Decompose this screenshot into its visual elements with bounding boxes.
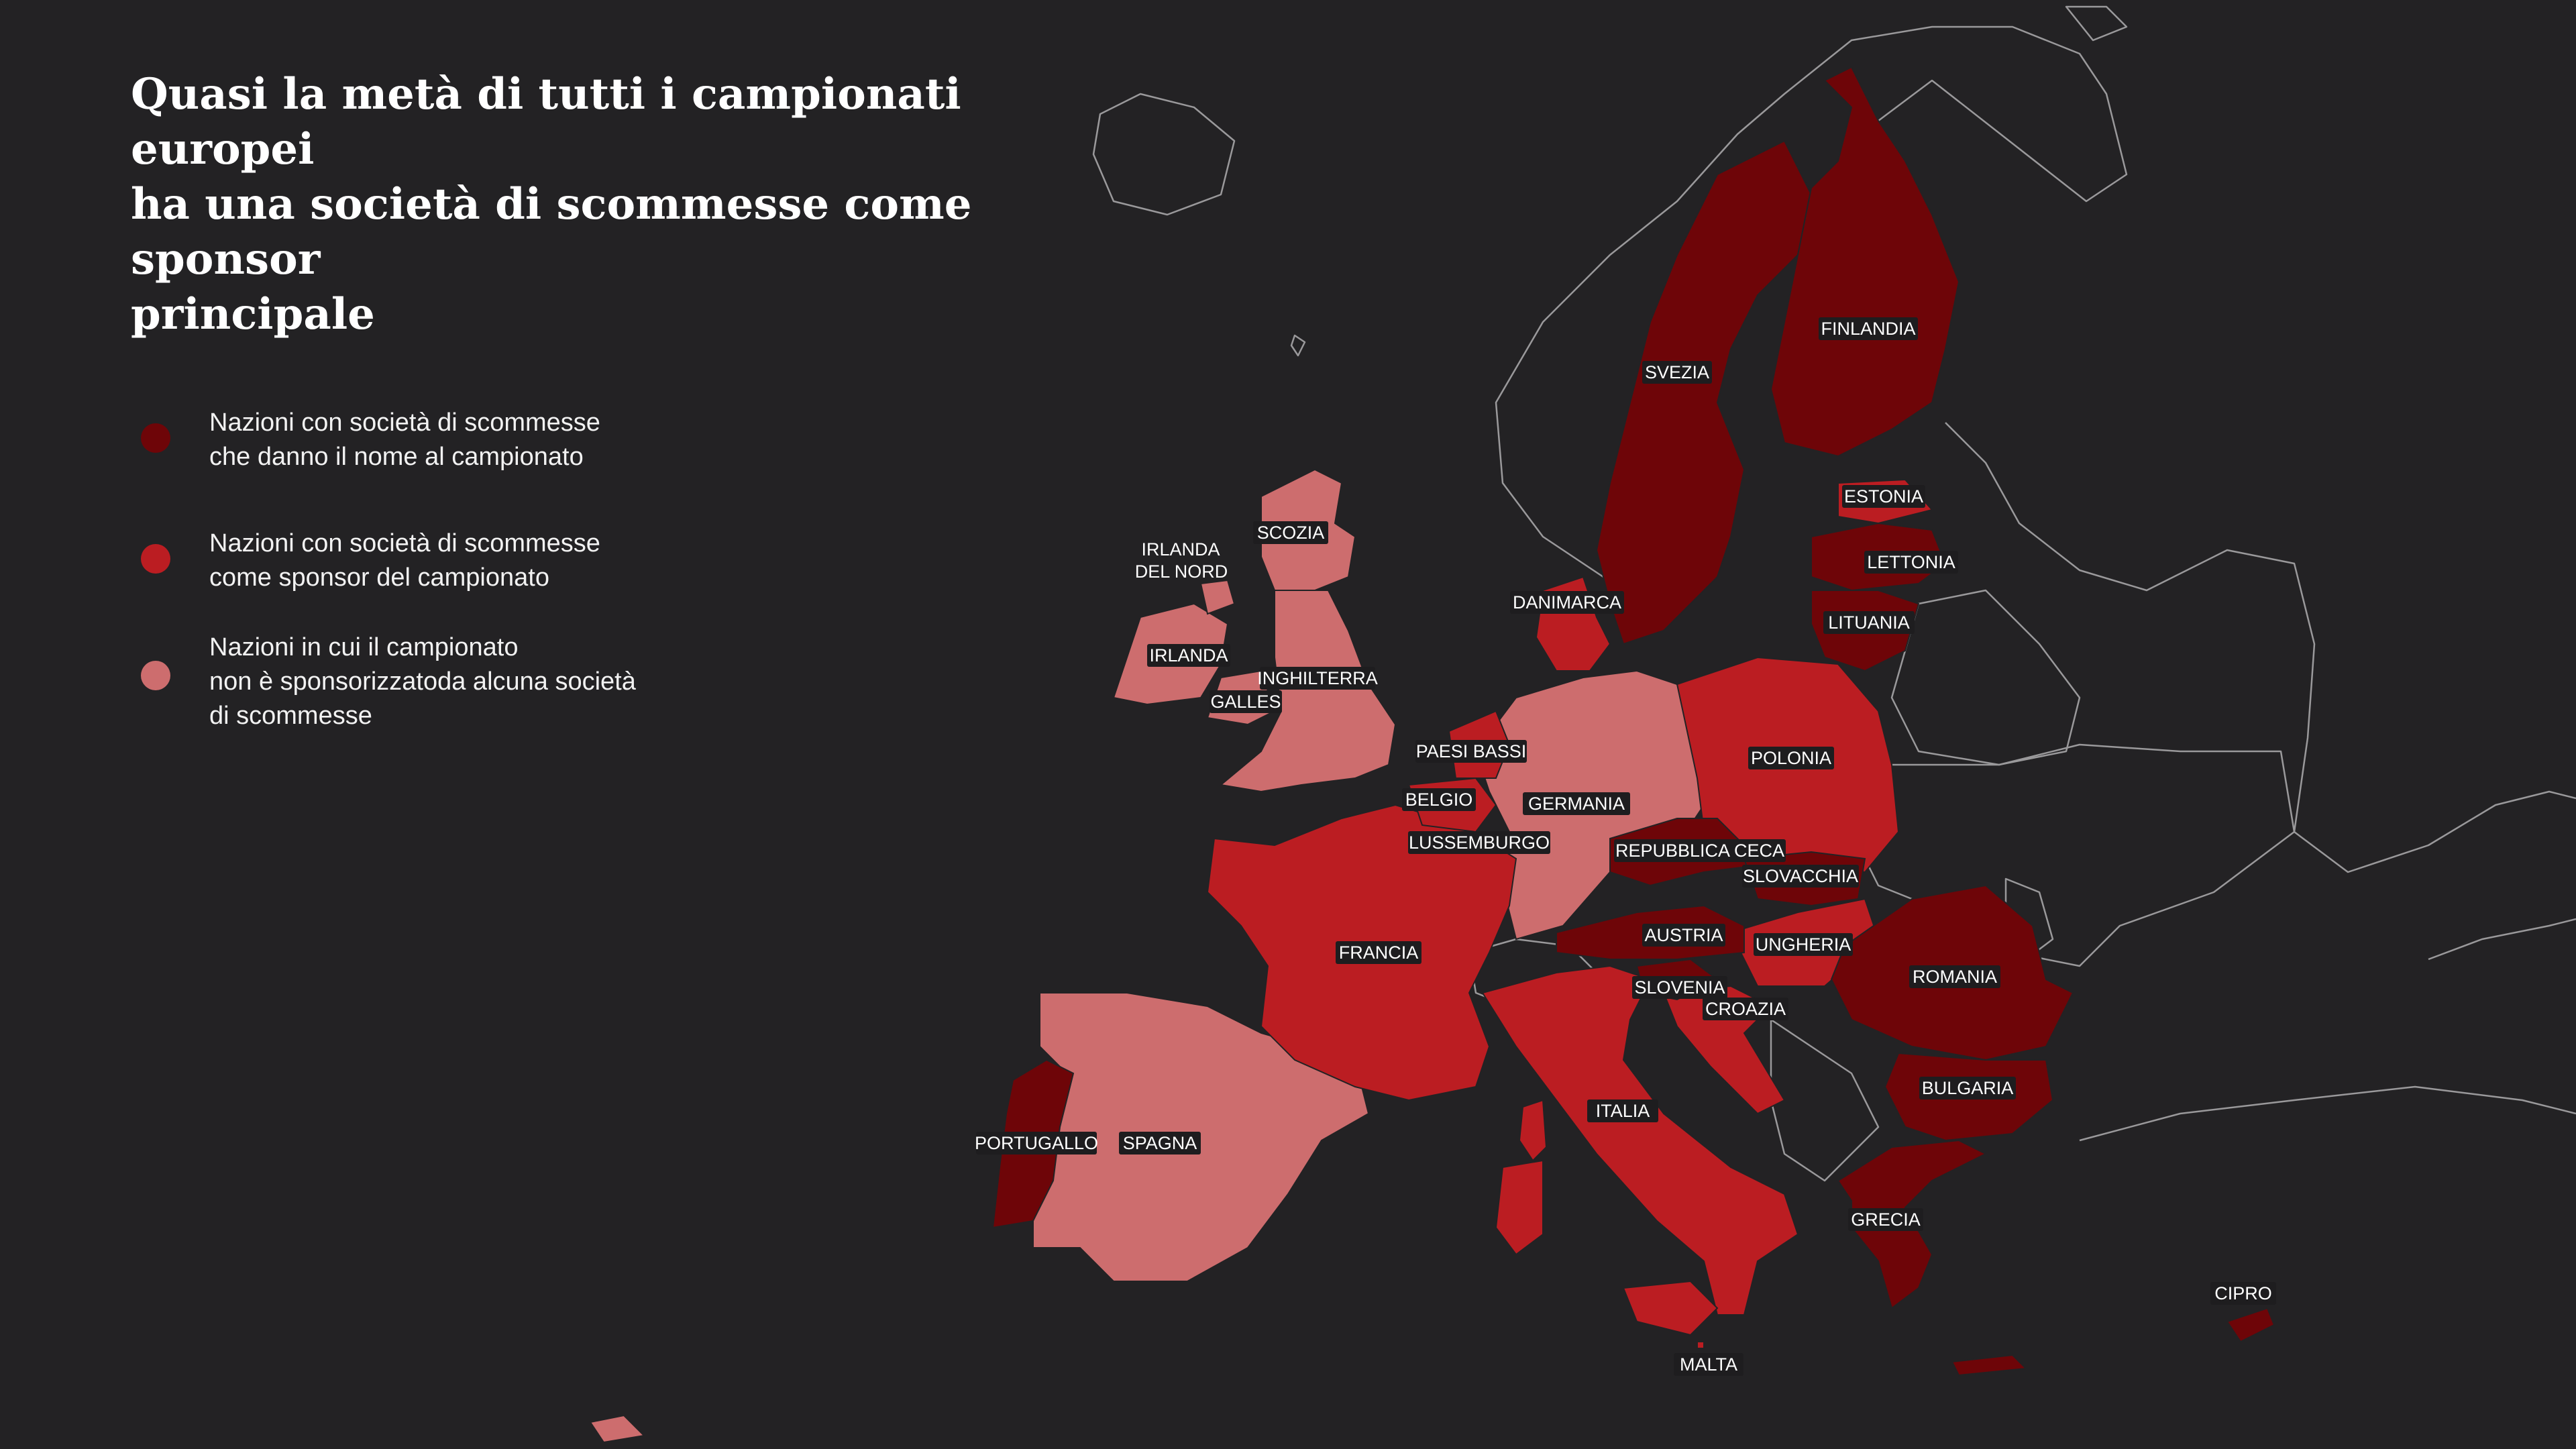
svg-text:LITUANIA: LITUANIA <box>1828 612 1910 633</box>
label-lussemburgo: LUSSEMBURGO <box>1408 831 1550 854</box>
svg-text:BULGARIA: BULGARIA <box>1922 1078 2014 1098</box>
label-repubblica-ceca: REPUBBLICA CECA <box>1614 839 1786 862</box>
svg-text:PORTUGALLO: PORTUGALLO <box>975 1133 1098 1153</box>
svalbard-outline <box>2065 5 2128 42</box>
ukraine-outline <box>1850 743 2296 967</box>
label-italia: ITALIA <box>1587 1099 1658 1122</box>
legend-label-naming: Nazioni con società di scommesse che dan… <box>209 409 600 471</box>
svg-text:CROAZIA: CROAZIA <box>1705 999 1786 1019</box>
svg-text:FRANCIA: FRANCIA <box>1339 943 1419 963</box>
region-finlandia <box>1770 66 1960 458</box>
svg-text:GERMANIA: GERMANIA <box>1528 794 1625 814</box>
title-line-3: principale <box>131 289 375 339</box>
label-irlanda: IRLANDA <box>1147 644 1230 667</box>
svg-text:SVEZIA: SVEZIA <box>1645 362 1709 382</box>
svg-text:REPUBBLICA CECA: REPUBBLICA CECA <box>1615 841 1784 861</box>
label-finlandia: FINLANDIA <box>1819 317 1918 340</box>
svg-text:LUSSEMBURGO: LUSSEMBURGO <box>1409 833 1550 853</box>
region-cipro <box>2226 1307 2275 1343</box>
svg-text:GALLES: GALLES <box>1210 692 1281 712</box>
svg-text:PAESI BASSI: PAESI BASSI <box>1416 741 1527 761</box>
caucasus-outline <box>2428 918 2576 961</box>
label-ungheria: UNGHERIA <box>1754 933 1853 956</box>
legend-swatch-pink <box>141 661 170 690</box>
label-lituania: LITUANIA <box>1823 611 1915 634</box>
svg-text:SPAGNA: SPAGNA <box>1123 1133 1197 1153</box>
label-scozia: SCOZIA <box>1253 521 1328 544</box>
region-sardegna <box>1495 1159 1544 1256</box>
label-grecia: GRECIA <box>1848 1208 1923 1231</box>
label-slovacchia: SLOVACCHIA <box>1742 865 1859 888</box>
svg-text:MALTA: MALTA <box>1680 1354 1737 1375</box>
category-none-regions <box>589 468 1705 1444</box>
region-sicilia <box>1622 1280 1719 1336</box>
svg-text:SLOVENIA: SLOVENIA <box>1634 977 1725 998</box>
title-line-2: ha una società di scommesse come sponsor <box>131 179 972 284</box>
iceland-outline <box>1092 93 1236 216</box>
label-paesi-bassi: PAESI BASSI <box>1415 740 1527 763</box>
label-romania: ROMANIA <box>1909 965 2000 988</box>
svg-text:SCOZIA: SCOZIA <box>1257 523 1325 543</box>
svg-text:POLONIA: POLONIA <box>1751 748 1831 768</box>
svg-text:CIPRO: CIPRO <box>2214 1283 2272 1303</box>
label-portugallo: PORTUGALLO <box>975 1132 1098 1155</box>
region-malta <box>1697 1341 1705 1349</box>
label-irlanda-del-nord: IRLANDA DEL NORD <box>1135 539 1228 582</box>
page-title: Quasi la metà di tutti i campionati euro… <box>131 67 1124 342</box>
svg-text:DANIMARCA: DANIMARCA <box>1513 592 1621 612</box>
region-canarie <box>589 1414 646 1444</box>
region-inghilterra <box>1219 590 1397 793</box>
legend-label-sponsor: Nazioni con società di scommesse come sp… <box>209 529 600 592</box>
label-polonia: POLONIA <box>1748 747 1834 769</box>
svg-text:SLOVACCHIA: SLOVACCHIA <box>1743 866 1858 886</box>
label-lettonia: LETTONIA <box>1864 551 1958 574</box>
label-germania: GERMANIA <box>1523 792 1630 815</box>
legend-label-none: Nazioni in cui il campionato non è spons… <box>209 633 636 730</box>
country-labels: FINLANDIA SVEZIA ESTONIA LETTONIA LITUAN… <box>975 317 2276 1376</box>
svg-text:FINLANDIA: FINLANDIA <box>1821 319 1915 339</box>
region-creta <box>1951 1354 2028 1377</box>
russia-outline <box>1945 422 2576 873</box>
svg-text:IRLANDA: IRLANDA <box>1141 539 1220 559</box>
region-svezia <box>1595 140 1813 645</box>
label-danimarca: DANIMARCA <box>1510 591 1624 614</box>
faroe-outline <box>1290 334 1306 357</box>
svg-text:GRECIA: GRECIA <box>1851 1210 1921 1230</box>
svg-text:IRLANDA: IRLANDA <box>1149 645 1228 665</box>
svg-text:LETTONIA: LETTONIA <box>1867 552 1955 572</box>
svg-text:INGHILTERRA: INGHILTERRA <box>1257 668 1378 688</box>
turkey-outline <box>2079 1085 2576 1142</box>
region-corsica <box>1518 1099 1548 1162</box>
label-cipro: CIPRO <box>2210 1282 2276 1305</box>
balkans-outline <box>1770 1018 1880 1182</box>
svg-text:ESTONIA: ESTONIA <box>1844 486 1923 506</box>
svg-text:ROMANIA: ROMANIA <box>1913 967 1997 987</box>
region-irlanda-del-nord <box>1199 579 1236 615</box>
label-galles: GALLES <box>1210 690 1282 713</box>
legend-swatch-dark-red <box>141 423 170 453</box>
label-malta: MALTA <box>1674 1353 1743 1376</box>
label-spagna: SPAGNA <box>1119 1132 1201 1155</box>
label-austria: AUSTRIA <box>1642 924 1725 947</box>
label-bulgaria: BULGARIA <box>1919 1077 2016 1099</box>
label-slovenia: SLOVENIA <box>1632 976 1727 999</box>
label-inghilterra: INGHILTERRA <box>1257 667 1378 690</box>
svg-text:AUSTRIA: AUSTRIA <box>1644 925 1723 945</box>
label-croazia: CROAZIA <box>1703 998 1788 1020</box>
label-belgio: BELGIO <box>1402 788 1476 811</box>
legend-swatch-red <box>141 544 170 574</box>
label-estonia: ESTONIA <box>1842 485 1925 508</box>
svg-text:BELGIO: BELGIO <box>1405 790 1473 810</box>
title-line-1: Quasi la metà di tutti i campionati euro… <box>131 69 961 174</box>
svg-text:UNGHERIA: UNGHERIA <box>1756 934 1851 955</box>
belarus-outline <box>1890 589 2081 766</box>
svg-text:DEL NORD: DEL NORD <box>1135 561 1228 582</box>
svg-text:ITALIA: ITALIA <box>1596 1101 1650 1121</box>
label-svezia: SVEZIA <box>1642 361 1712 384</box>
label-francia: FRANCIA <box>1336 941 1421 964</box>
